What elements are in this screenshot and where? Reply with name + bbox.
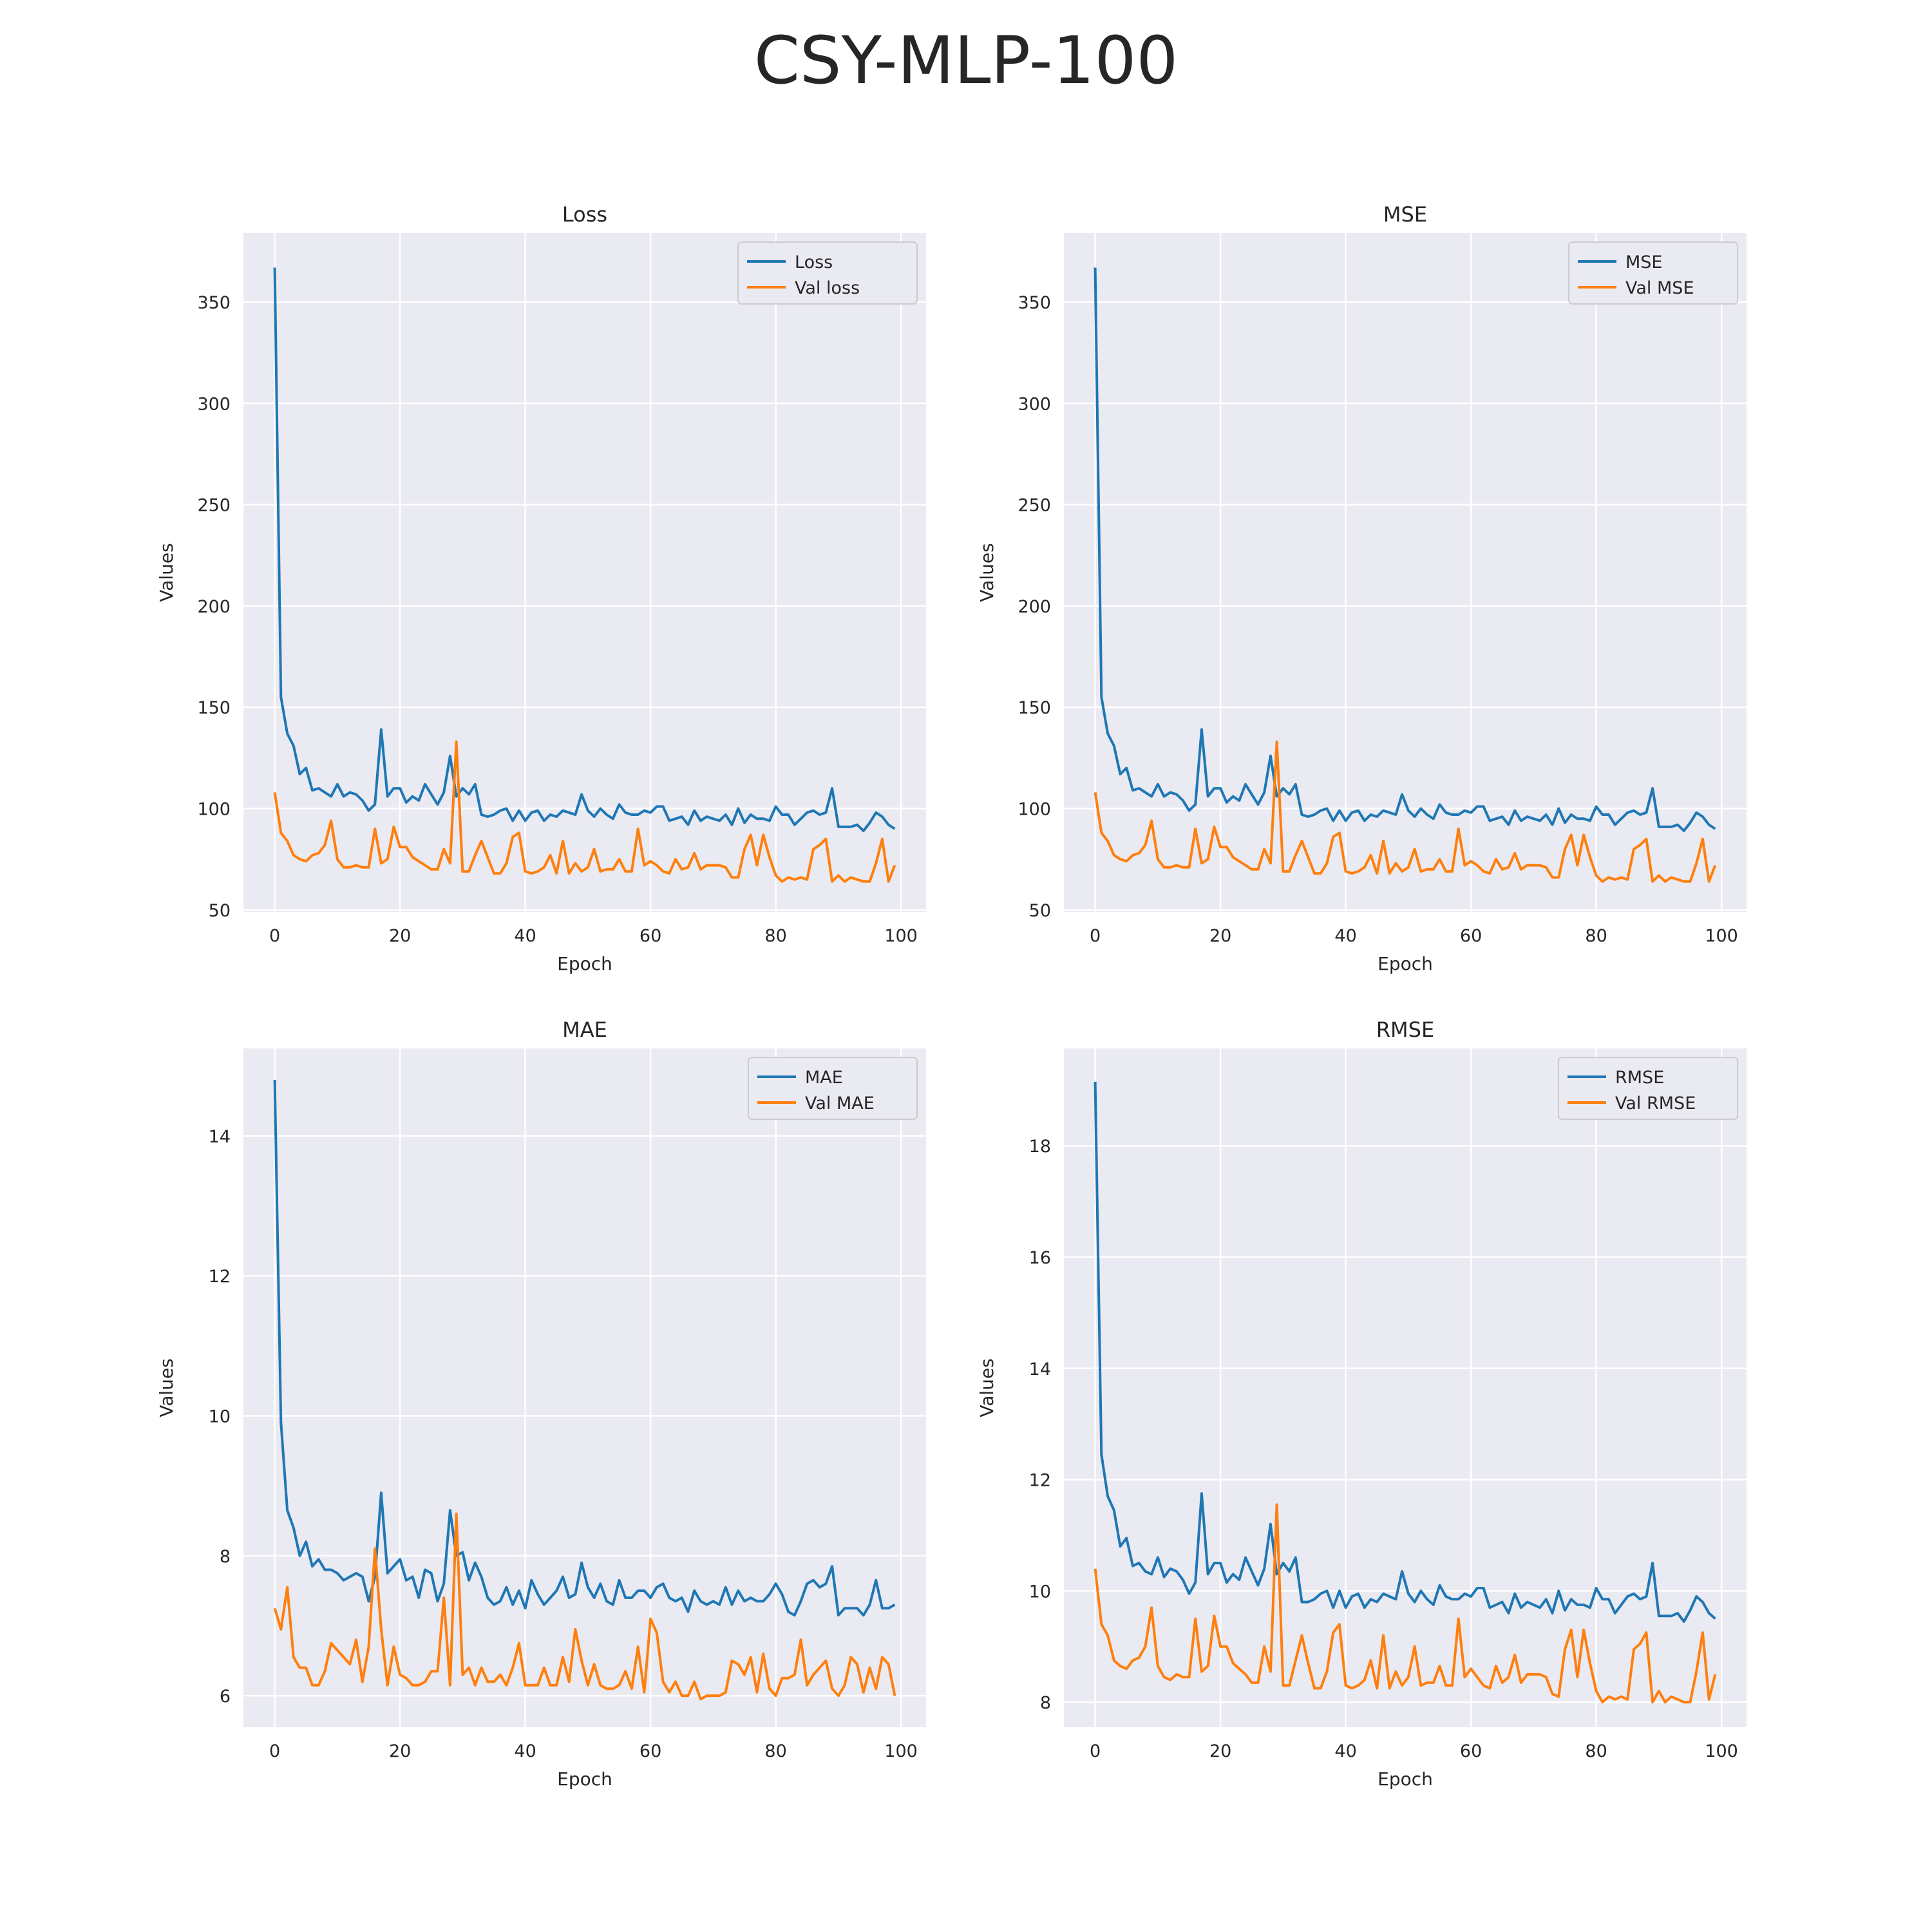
series-line-mae [273,1079,896,1617]
y-tick-label: 12 [209,1267,231,1287]
x-tick-label: 100 [884,926,918,946]
x-tick-label: 80 [764,1741,786,1761]
plot-area [243,233,926,912]
y-tick-label: 150 [1018,698,1051,718]
x-tick-label: 40 [1334,926,1356,946]
y-axis-label: Values [156,1358,177,1417]
x-tick-label: 60 [1460,926,1482,946]
x-axis-label: Epoch [557,953,612,974]
legend: MAE Val MAE [748,1057,918,1120]
x-tick-label: 80 [1585,926,1607,946]
y-tick-label: 150 [197,698,231,718]
y-tick-label: 250 [197,496,231,516]
y-tick-label: 350 [1018,293,1051,313]
y-tick-label: 300 [197,394,231,414]
y-tick-label: 350 [197,293,231,313]
legend-label: Val loss [795,278,860,298]
series-line-val-loss [273,740,896,883]
x-tick-label: 40 [514,926,536,946]
x-axis-label: Epoch [1378,953,1433,974]
plot-area [1064,233,1747,912]
x-tick-label: 60 [639,926,661,946]
legend-label: Val MSE [1625,278,1694,298]
y-tick-label: 10 [1029,1582,1051,1602]
subplot-rmse: 0 20 40 60 80 100 8 10 12 14 16 18 RMSE Epoch Values RM… [976,1018,1747,1790]
x-tick-label: 80 [1585,1741,1607,1761]
x-tick-label: 60 [639,1741,661,1761]
subplot-loss: 0 20 40 60 80 100 50 100 150 200 250 300 350 Loss Epoc… [156,202,926,974]
series-line-val-rmse [1094,1503,1717,1704]
plot-area [243,1048,926,1727]
x-tick-label: 0 [269,1741,280,1761]
subplot-mse: 0 20 40 60 80 100 50 100 150 200 250 300 350 MSE Epoch… [976,202,1747,974]
y-tick-label: 50 [1029,901,1051,921]
x-tick-label: 20 [1209,1741,1231,1761]
y-tick-label: 8 [1040,1693,1051,1713]
y-tick-label: 200 [1018,597,1051,617]
x-tick-label: 20 [389,926,411,946]
y-tick-label: 250 [1018,496,1051,516]
x-axis-label: Epoch [557,1768,612,1790]
subplot-title: RMSE [1376,1018,1434,1042]
legend-label: MAE [805,1068,843,1088]
subplot-title: MAE [562,1018,607,1042]
y-tick-label: 8 [220,1547,231,1567]
x-tick-label: 40 [514,1741,536,1761]
legend-label: RMSE [1615,1068,1664,1088]
y-tick-label: 18 [1029,1137,1051,1157]
series-line-mse [1094,267,1716,833]
x-tick-label: 100 [1705,926,1738,946]
x-tick-label: 40 [1334,1741,1356,1761]
y-axis-label: Values [976,543,998,601]
x-tick-label: 20 [1209,926,1231,946]
legend: MSE Val MSE [1568,242,1738,305]
legend-label: Val MAE [805,1094,875,1113]
subplot-title: Loss [562,202,607,227]
y-tick-label: 100 [197,800,231,820]
x-tick-label: 60 [1460,1741,1482,1761]
legend: Loss Val loss [737,242,918,305]
y-tick-label: 300 [1018,394,1051,414]
x-tick-label: 0 [1090,926,1101,946]
x-tick-label: 0 [269,926,280,946]
series-line-rmse [1094,1081,1716,1623]
y-tick-label: 6 [220,1687,231,1707]
subplot-mae: 0 20 40 60 80 100 6 8 10 12 14 MAE Epoch Values MAE Val… [156,1018,926,1790]
y-tick-label: 14 [209,1127,231,1147]
legend-label: Val RMSE [1615,1094,1696,1113]
y-tick-label: 14 [1029,1359,1051,1379]
series-line-val-mae [273,1512,896,1701]
x-tick-label: 100 [884,1741,918,1761]
legend-label: MSE [1625,252,1663,272]
subplot-title: MSE [1383,202,1427,227]
series-line-loss [273,267,896,833]
y-tick-label: 12 [1029,1471,1051,1491]
y-tick-label: 50 [209,901,231,921]
legend: RMSE Val RMSE [1558,1057,1738,1120]
series-line-val-mse [1094,740,1717,883]
x-axis-label: Epoch [1378,1768,1433,1790]
y-tick-label: 200 [197,597,231,617]
y-tick-label: 10 [209,1406,231,1426]
x-tick-label: 100 [1705,1741,1738,1761]
x-tick-label: 80 [764,926,786,946]
y-tick-label: 16 [1029,1248,1051,1268]
x-tick-label: 0 [1090,1741,1101,1761]
x-tick-label: 20 [389,1741,411,1761]
legend-label: Loss [795,252,833,272]
figure-title: CSY-MLP-100 [753,23,1179,99]
y-axis-label: Values [156,543,177,601]
plot-area [1064,1048,1747,1727]
y-axis-label: Values [976,1358,998,1417]
y-tick-label: 100 [1018,800,1051,820]
